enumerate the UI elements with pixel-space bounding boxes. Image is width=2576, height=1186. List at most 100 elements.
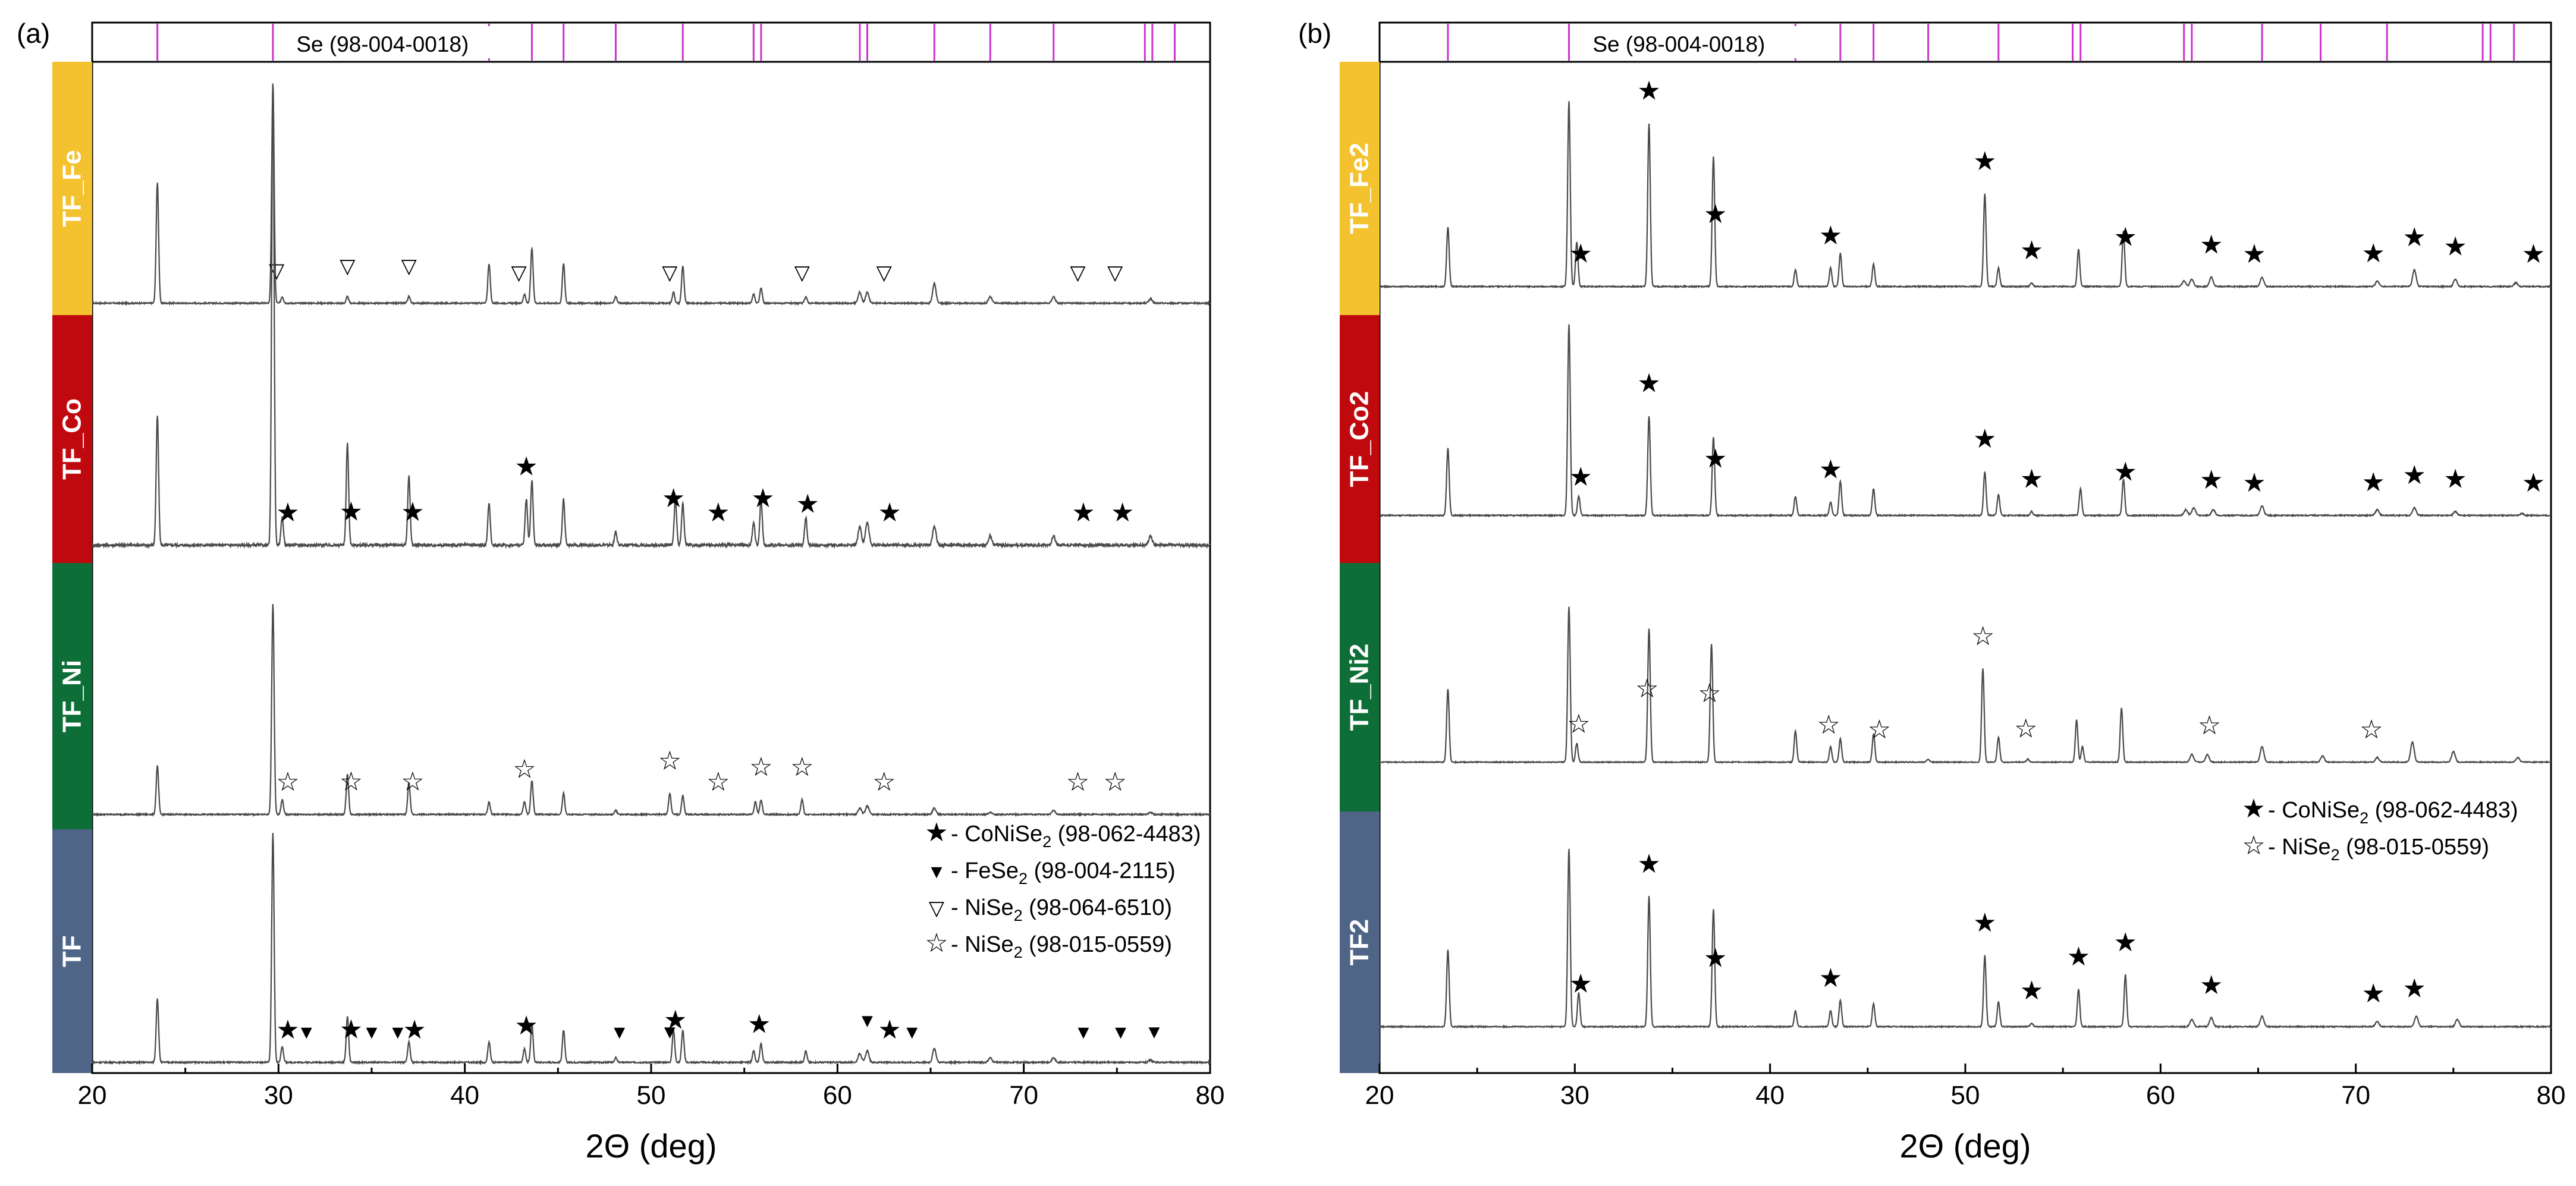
conise2-marker: ★ <box>751 484 774 513</box>
xrd-pattern-line <box>92 83 1211 307</box>
sample-band-tf-ni: TF_Ni <box>52 563 92 829</box>
conise2-marker: ★ <box>1569 463 1592 492</box>
nise2-6510-marker: ▽ <box>511 262 527 284</box>
sample-label: TF_Ni2 <box>1345 644 1374 731</box>
conise2-marker: ★ <box>664 1005 687 1034</box>
sample-label: TF_Fe <box>58 150 87 227</box>
sample-label: TF2 <box>1345 919 1374 965</box>
legend-label-prefix: - NiSe <box>951 895 1014 920</box>
legend-label: - CoNiSe2 (98-062-4483) <box>2268 798 2518 827</box>
nise2-6510-marker: ▽ <box>1070 262 1086 284</box>
nise2-0559-marker: ☆ <box>1817 710 1840 740</box>
legend-label-prefix: - NiSe <box>951 932 1014 957</box>
legend: ★ - CoNiSe2 (98-062-4483)▼ - FeSe2 (98-0… <box>925 818 1201 961</box>
reference-label-bg <box>1589 26 1827 58</box>
conise2-marker: ★ <box>2402 223 2426 252</box>
conise2-marker: ★ <box>2200 230 2223 259</box>
nise2-0559-marker: ☆ <box>2014 714 2037 743</box>
sample-label: TF_Fe2 <box>1345 143 1374 234</box>
xrd-pattern-line <box>91 84 1211 549</box>
fese2-marker: ▼ <box>297 1021 316 1043</box>
nise2-0559-marker: ☆ <box>401 767 424 797</box>
fese2-marker: ▼ <box>903 1021 922 1043</box>
nise2-0559-marker: ☆ <box>276 767 299 797</box>
legend-label-suffix: (98-015-0559) <box>1023 932 1172 957</box>
legend-marker: ▽ <box>929 897 945 920</box>
conise2-marker: ★ <box>2067 942 2090 971</box>
conise2-marker: ★ <box>1704 445 1727 474</box>
conise2-marker: ★ <box>2020 465 2043 494</box>
x-tick-label: 70 <box>2341 1081 2370 1110</box>
sample-color-band <box>52 62 92 315</box>
conise2-marker: ★ <box>2361 239 2385 268</box>
sample-color-band <box>1340 62 1380 315</box>
sample-color-band <box>52 315 92 563</box>
conise2-marker: ★ <box>747 1010 771 1039</box>
reference-strip: Se (98-004-0018) <box>156 24 1176 61</box>
legend-label-prefix: - NiSe <box>2268 835 2331 860</box>
pattern-tf2: ★ ★ ★ ★ ★ ★ ★ ★ ★ ★ ★ <box>1379 848 2552 1029</box>
fese2-marker: ▼ <box>1111 1021 1130 1043</box>
reference-label: Se (98-004-0018) <box>296 32 469 56</box>
legend-label-prefix: - CoNiSe <box>951 822 1042 847</box>
conise2-marker: ★ <box>706 498 730 527</box>
legend-marker: ☆ <box>925 929 948 958</box>
x-tick-label: 30 <box>264 1081 293 1110</box>
nise2-6510-marker: ▽ <box>794 262 811 284</box>
conise2-marker: ★ <box>1819 221 1842 250</box>
legend-entry: ☆ - NiSe2 (98-015-0559) <box>925 929 1172 961</box>
nise2-0559-marker: ☆ <box>1103 767 1126 797</box>
conise2-marker: ★ <box>662 484 685 513</box>
nise2-0559-marker: ☆ <box>790 753 813 782</box>
x-tick-label: 30 <box>1560 1081 1589 1110</box>
nise2-0559-marker: ☆ <box>1066 767 1089 797</box>
sample-band-tf-fe: TF_Fe <box>52 62 92 315</box>
nise2-0559-marker: ☆ <box>1971 622 1994 651</box>
x-tick-label: 20 <box>78 1081 107 1110</box>
pattern-tf-fe2: ★ ★ ★ ★ ★ ★ ★ ★ ★ ★ ★ ★ ★ <box>1379 76 2552 289</box>
conise2-marker: ★ <box>1637 76 1660 105</box>
conise2-marker: ★ <box>1819 455 1842 484</box>
sample-band-tf-co2: TF_Co2 <box>1340 315 1380 563</box>
nise2-0559-marker: ☆ <box>1567 709 1590 738</box>
legend-label-subscript: 2 <box>2360 809 2368 827</box>
sample-band-tf: TF <box>52 829 92 1073</box>
legend-label-subscript: 2 <box>2331 846 2340 864</box>
legend-marker: ☆ <box>2242 831 2265 860</box>
x-tick-label: 80 <box>2537 1081 2566 1110</box>
fese2-marker: ▼ <box>1074 1021 1093 1043</box>
sample-color-band <box>52 829 92 1073</box>
conise2-marker: ★ <box>1704 200 1727 229</box>
x-tick-label: 80 <box>1196 1081 1225 1110</box>
sample-band-tf2: TF2 <box>1340 811 1380 1073</box>
sample-color-band <box>1340 811 1380 1073</box>
nise2-0559-marker: ☆ <box>872 767 896 797</box>
sample-color-band <box>1340 315 1380 563</box>
nise2-6510-marker: ▽ <box>877 262 893 284</box>
conise2-marker: ★ <box>514 1011 538 1040</box>
conise2-marker: ★ <box>2114 928 2137 957</box>
reference-label: Se (98-004-0018) <box>1592 32 1765 56</box>
legend-entry: ▼ - FeSe2 (98-004-2115) <box>927 858 1175 888</box>
x-tick-label: 40 <box>450 1081 479 1110</box>
conise2-marker: ★ <box>1819 964 1842 993</box>
conise2-marker: ★ <box>878 498 901 527</box>
legend: ★ - CoNiSe2 (98-062-4483)☆ - NiSe2 (98-0… <box>2242 794 2518 864</box>
conise2-marker: ★ <box>2200 971 2223 1000</box>
legend-label-suffix: (98-064-6510) <box>1023 895 1172 920</box>
x-axis-title: 2Θ (deg) <box>586 1127 717 1165</box>
fese2-marker: ▼ <box>858 1010 877 1031</box>
x-tick-label: 40 <box>1755 1081 1785 1110</box>
x-tick-label: 20 <box>1365 1081 1394 1110</box>
x-tick-label: 50 <box>637 1081 666 1110</box>
fese2-marker: ▼ <box>388 1021 407 1043</box>
legend-label-suffix: (98-015-0559) <box>2340 835 2489 860</box>
nise2-0559-marker: ☆ <box>513 755 536 784</box>
conise2-marker: ★ <box>1973 147 1996 176</box>
conise2-marker: ★ <box>796 490 819 519</box>
conise2-marker: ★ <box>403 1015 426 1045</box>
legend-label: - CoNiSe2 (98-062-4483) <box>951 822 1201 851</box>
conise2-marker: ★ <box>2242 468 2266 498</box>
nise2-6510-marker: ▽ <box>340 255 356 278</box>
